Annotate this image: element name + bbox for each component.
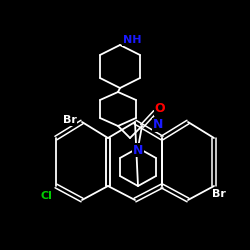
Text: O: O (155, 102, 165, 116)
Text: NH: NH (123, 35, 141, 45)
Text: Cl: Cl (40, 191, 52, 201)
Text: N: N (153, 118, 163, 132)
Text: Br: Br (63, 115, 77, 125)
Text: N: N (133, 144, 143, 156)
Text: Br: Br (212, 189, 226, 199)
